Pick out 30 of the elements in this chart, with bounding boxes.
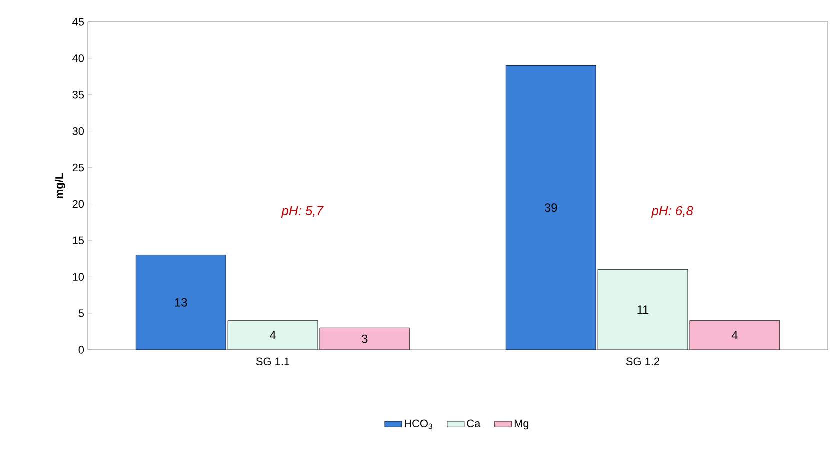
data-label: 4 <box>732 331 738 340</box>
legend-label: Mg <box>514 420 529 430</box>
data-label: 13 <box>175 298 188 307</box>
y-tick-label: 15 <box>73 236 84 244</box>
y-tick-label: 20 <box>72 200 84 208</box>
x-tick-label: SG 1.2 <box>626 358 660 366</box>
bar <box>136 255 226 350</box>
data-label: 3 <box>362 334 368 344</box>
annotation: pH: 6,8 <box>651 206 694 218</box>
data-label: 4 <box>270 331 276 340</box>
legend-label: Ca <box>467 420 481 428</box>
y-tick-label: 10 <box>73 273 84 281</box>
y-axis-title: mg/L <box>55 173 66 198</box>
legend-label: HCO$_{3}$ <box>405 420 432 430</box>
bar <box>598 270 688 350</box>
bar <box>320 328 410 350</box>
data-label: 11 <box>638 306 649 314</box>
y-tick-label: 25 <box>72 164 84 172</box>
y-tick-label: 35 <box>72 91 84 99</box>
y-tick-label: 5 <box>78 310 84 318</box>
bar <box>228 320 318 350</box>
x-tick-label: SG 1.1 <box>256 358 290 366</box>
annotation: pH: 5,7 <box>281 206 324 218</box>
y-tick-label: 45 <box>72 18 84 26</box>
y-tick-label: 40 <box>72 54 84 62</box>
bar <box>690 320 780 350</box>
bar <box>506 66 596 350</box>
data-label: 39 <box>544 204 558 212</box>
y-tick-label: 0 <box>78 346 84 354</box>
y-tick-label: 30 <box>72 127 84 136</box>
